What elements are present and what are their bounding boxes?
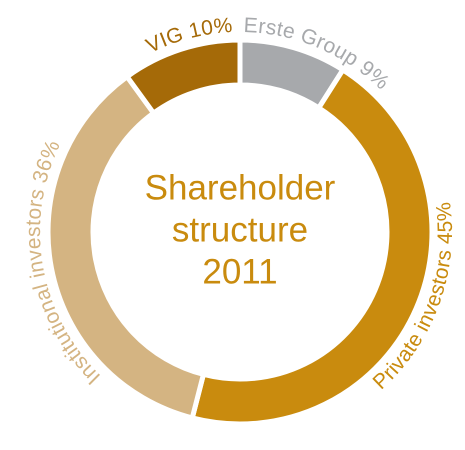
donut-segment [123,37,243,117]
donut-segment [45,73,207,422]
donut-segment [189,66,435,427]
label-value: 45% [432,201,457,245]
center-title: 2011 [202,252,277,291]
center-title: structure [172,210,308,249]
center-title: Shareholder [145,168,336,207]
